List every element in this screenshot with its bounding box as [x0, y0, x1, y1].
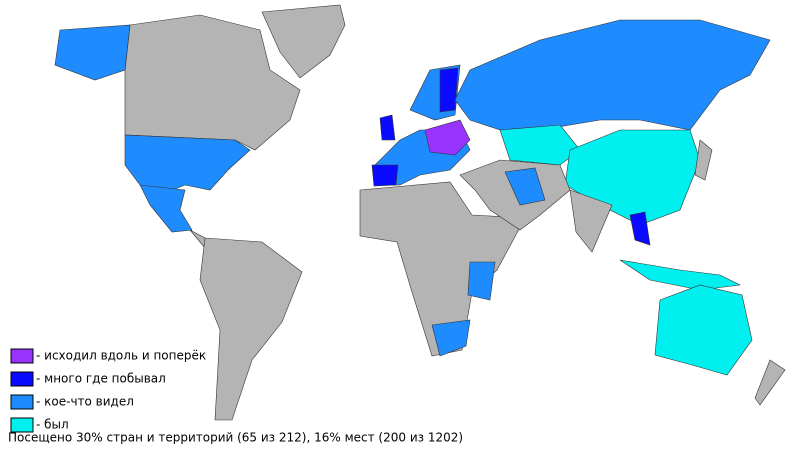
legend-label: - много где побывал [36, 372, 166, 386]
map-land [54, 4, 786, 421]
usa [124, 134, 251, 196]
russia [454, 19, 771, 131]
spain [371, 164, 399, 187]
kenya-tanzania [467, 261, 496, 301]
legend-swatch [10, 417, 34, 433]
legend: - исходил вдоль и поперёк - много где по… [8, 348, 463, 445]
central-europe [424, 119, 471, 156]
alaska [54, 24, 131, 81]
uk [379, 114, 396, 141]
indonesia [619, 259, 742, 291]
japan [694, 139, 713, 181]
legend-swatch [10, 394, 34, 410]
south-america [199, 237, 303, 421]
australia [654, 284, 753, 376]
footer-text: Посещено 30% стран и территорий (65 из 2… [8, 431, 463, 445]
india [569, 189, 613, 253]
finland [439, 67, 459, 113]
canada [124, 14, 301, 151]
middle-east [459, 159, 571, 231]
legend-swatch [10, 348, 34, 364]
greenland [261, 4, 346, 79]
south-africa [431, 319, 471, 357]
new-zealand [754, 359, 786, 406]
vietnam [629, 211, 651, 246]
legend-label: - был [36, 418, 69, 432]
legend-label: - исходил вдоль и поперёк [36, 349, 206, 363]
iran [504, 167, 546, 206]
mexico [139, 184, 193, 233]
legend-label: - кое-что видел [36, 395, 134, 409]
kazakhstan [499, 124, 581, 166]
legend-swatch [10, 371, 34, 387]
